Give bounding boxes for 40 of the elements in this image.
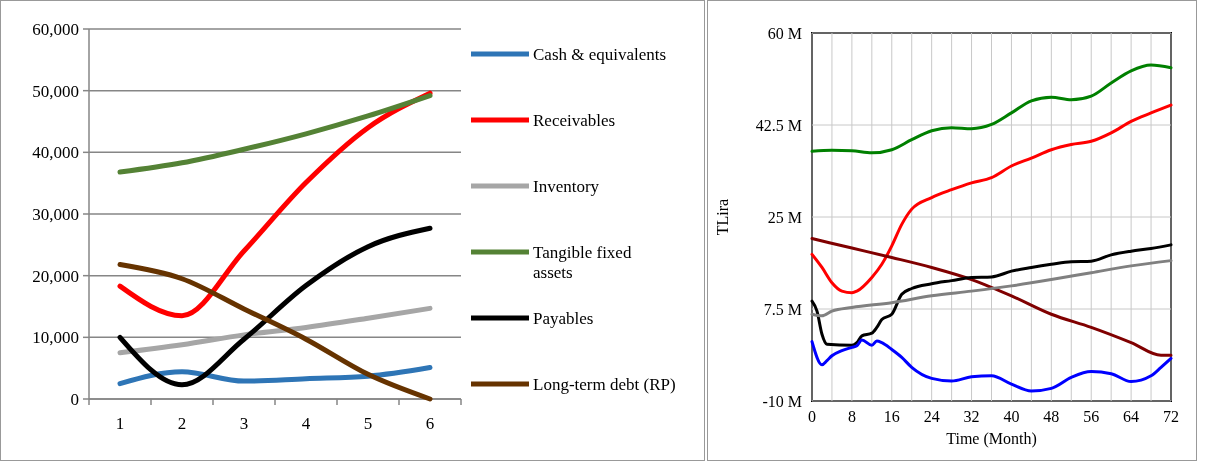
legend-label: Receivables [533,110,616,130]
y-tick-label: 42.5 M [755,116,802,134]
y-tick-label: 20,000 [32,266,79,286]
x-tick-label: 4 [301,414,311,433]
x-tick-label: 72 [1163,408,1179,425]
legend-label: Payables [533,308,594,328]
y-tick-label: 30,000 [32,204,79,224]
line-series [810,338,1173,393]
legend-label: Long-term debt (RP) [533,374,676,394]
x-axis-title: Time (Month) [946,430,1037,448]
line-series [810,63,1173,155]
legend-label: Cash & equivalents [533,44,667,64]
y-axis-title: TLira [714,198,731,236]
legend-label: Inventory [533,176,600,196]
x-tick-label: 64 [1123,408,1140,425]
x-tick-label: 6 [425,414,435,433]
x-tick-label: 24 [923,408,940,425]
y-tick-label: 25 M [767,208,802,226]
x-tick-label: 8 [847,408,856,425]
y-tick-label: -10 M [762,392,802,410]
line-series [810,259,1173,318]
line-series [810,103,1173,295]
x-tick-label: 2 [177,414,187,433]
x-tick-label: 48 [1043,408,1060,425]
y-tick-label: 10,000 [32,328,79,348]
y-tick-label: 60 M [767,24,802,42]
x-tick-label: 40 [1003,408,1020,425]
x-tick-label: 56 [1083,408,1100,425]
y-tick-label: 40,000 [32,143,79,163]
y-tick-label: 50,000 [32,81,79,101]
x-tick-label: 0 [808,408,816,425]
y-tick-label: 0 [70,389,79,409]
y-tick-label: 7.5 M [763,300,802,318]
x-tick-label: 3 [239,414,249,433]
y-tick-label: 60,000 [32,19,79,39]
legend-label: Tangible fixed assets [533,242,632,283]
x-tick-label: 32 [963,408,980,425]
x-tick-label: 5 [363,414,373,433]
x-tick-label: 1 [115,414,125,433]
x-tick-label: 16 [883,408,900,425]
